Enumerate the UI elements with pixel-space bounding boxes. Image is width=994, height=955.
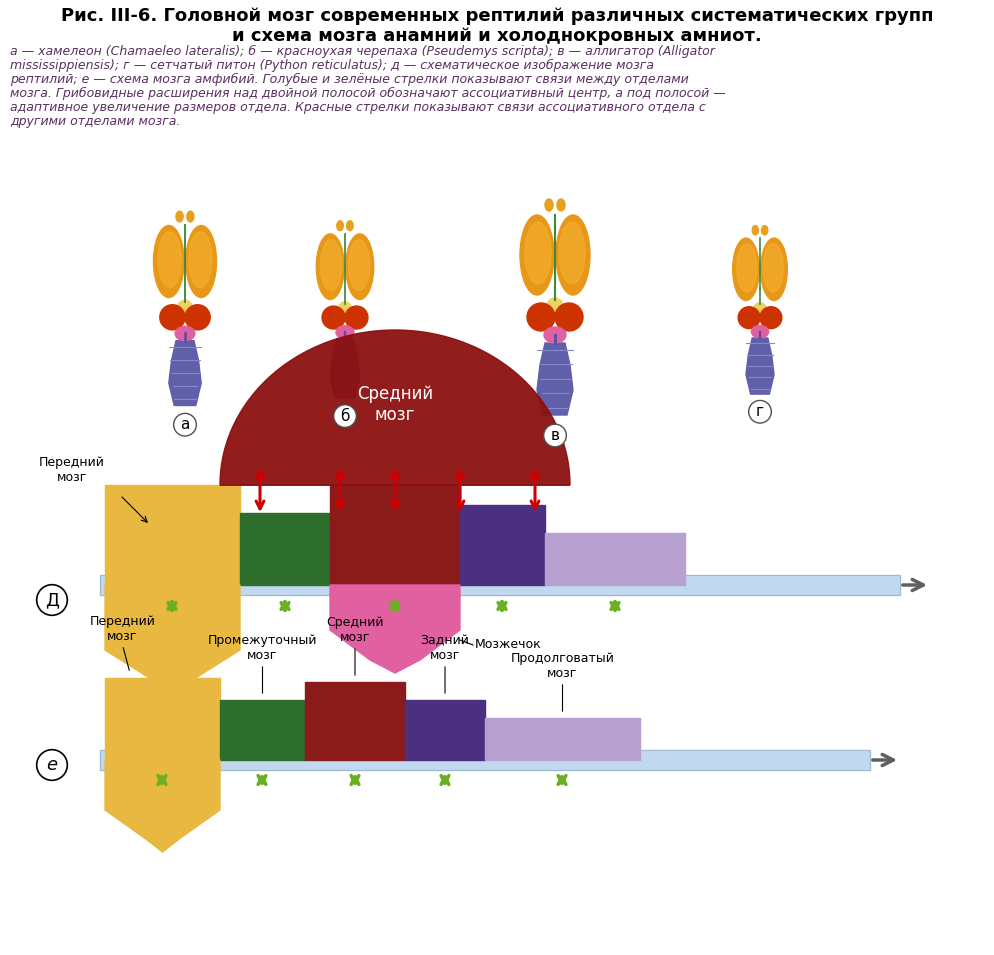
Bar <box>100 575 900 595</box>
Circle shape <box>527 303 555 331</box>
Ellipse shape <box>547 298 563 314</box>
Text: mississippiensis); г — сетчатый питон (Python reticulatus); д — схематическое из: mississippiensis); г — сетчатый питон (P… <box>10 59 653 72</box>
Bar <box>100 750 869 770</box>
Circle shape <box>185 305 210 329</box>
Text: Промежуточный
мозг: Промежуточный мозг <box>208 634 317 662</box>
Ellipse shape <box>557 199 565 211</box>
Ellipse shape <box>525 222 551 284</box>
Bar <box>105 678 220 760</box>
Bar <box>100 750 869 770</box>
Text: Продолговатый
мозг: Продолговатый мозг <box>510 652 614 680</box>
Polygon shape <box>105 760 220 852</box>
Ellipse shape <box>753 303 765 315</box>
Ellipse shape <box>751 225 757 235</box>
Text: е: е <box>47 756 58 774</box>
Ellipse shape <box>520 215 554 295</box>
Text: адаптивное увеличение размеров отдела. Красные стрелки показывают связи ассоциат: адаптивное увеличение размеров отдела. К… <box>10 101 705 114</box>
Bar <box>100 575 900 595</box>
Ellipse shape <box>736 244 756 292</box>
Ellipse shape <box>338 302 351 315</box>
Bar <box>330 485 459 585</box>
Text: Мозжечок: Мозжечок <box>474 639 541 651</box>
Text: мозга. Грибовидные расширения над двойной полосой обозначают ассоциативный центр: мозга. Грибовидные расширения над двойно… <box>10 87 725 100</box>
Text: рептилий; е — схема мозга амфибий. Голубые и зелёные стрелки показывают связи ме: рептилий; е — схема мозга амфибий. Голуб… <box>10 73 688 86</box>
Ellipse shape <box>158 232 181 287</box>
Text: другими отделами мозга.: другими отделами мозга. <box>10 115 180 128</box>
Ellipse shape <box>760 225 767 235</box>
Circle shape <box>160 305 185 329</box>
Circle shape <box>322 306 345 329</box>
Ellipse shape <box>336 326 354 339</box>
Bar <box>484 718 639 760</box>
Bar <box>405 700 484 760</box>
Circle shape <box>345 306 368 329</box>
Text: и схема мозга анамний и холоднокровных амниот.: и схема мозга анамний и холоднокровных а… <box>232 27 761 45</box>
Ellipse shape <box>559 222 584 284</box>
Polygon shape <box>537 343 573 415</box>
Ellipse shape <box>556 215 589 295</box>
Text: Передний
мозг: Передний мозг <box>39 456 104 484</box>
Circle shape <box>738 307 759 329</box>
Bar <box>545 533 684 585</box>
Polygon shape <box>746 338 773 394</box>
Bar <box>305 682 405 760</box>
Ellipse shape <box>760 238 786 301</box>
Ellipse shape <box>346 221 353 230</box>
Polygon shape <box>105 585 240 695</box>
Text: Задний
мозг: Задний мозг <box>420 634 469 662</box>
Ellipse shape <box>545 199 553 211</box>
Polygon shape <box>330 585 459 673</box>
Polygon shape <box>330 339 360 398</box>
Text: Передний
мозг: Передний мозг <box>89 615 155 643</box>
Text: а — хамелеон (Chamaeleo lateralis); б — красноухая черепаха (Pseudemys scripta);: а — хамелеон (Chamaeleo lateralis); б — … <box>10 45 714 58</box>
Ellipse shape <box>346 234 374 300</box>
Bar <box>105 485 240 585</box>
Ellipse shape <box>320 240 341 290</box>
Ellipse shape <box>750 326 767 338</box>
Circle shape <box>759 307 781 329</box>
Bar <box>240 513 330 585</box>
Text: а: а <box>180 417 190 433</box>
Polygon shape <box>220 330 570 485</box>
Ellipse shape <box>732 238 758 301</box>
Ellipse shape <box>175 327 195 341</box>
Text: Средний
мозг: Средний мозг <box>326 616 384 644</box>
Ellipse shape <box>544 327 566 343</box>
Ellipse shape <box>176 211 183 222</box>
Ellipse shape <box>187 211 194 222</box>
Bar <box>220 700 305 760</box>
Text: б: б <box>340 409 349 424</box>
Ellipse shape <box>336 221 343 230</box>
Ellipse shape <box>762 244 782 292</box>
Ellipse shape <box>153 225 184 298</box>
Ellipse shape <box>316 234 344 300</box>
Text: Д: Д <box>45 591 59 609</box>
Bar <box>459 505 545 585</box>
Circle shape <box>555 303 582 331</box>
Ellipse shape <box>186 225 217 298</box>
Ellipse shape <box>348 240 369 290</box>
Text: Средний
мозг: Средний мозг <box>357 385 432 424</box>
Ellipse shape <box>178 300 192 314</box>
Text: г: г <box>755 404 763 419</box>
Text: в: в <box>550 428 559 443</box>
Polygon shape <box>169 341 201 406</box>
Ellipse shape <box>189 232 212 287</box>
Text: Рис. III-6. Головной мозг современных рептилий различных систематических групп: Рис. III-6. Головной мозг современных ре… <box>61 7 932 25</box>
